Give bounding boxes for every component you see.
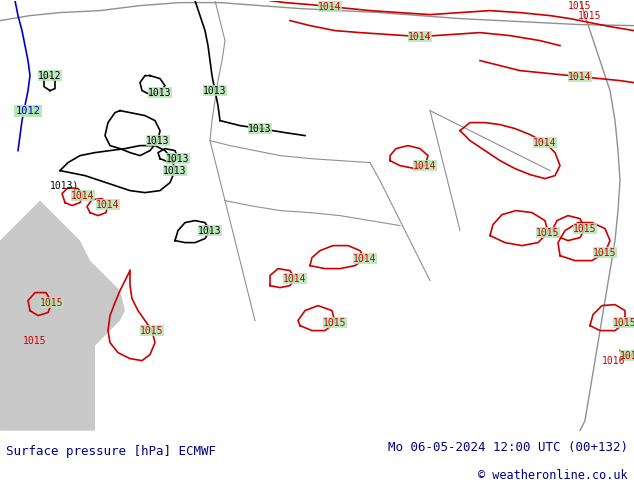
Text: 1015: 1015 [613, 318, 634, 328]
Text: 1014: 1014 [353, 254, 377, 264]
Text: 1015: 1015 [40, 297, 64, 308]
Text: 1014: 1014 [533, 138, 557, 147]
Text: 1014: 1014 [71, 191, 94, 200]
Text: 1014: 1014 [283, 273, 307, 284]
Text: 1014: 1014 [318, 1, 342, 12]
Text: 1013: 1013 [146, 136, 170, 146]
Text: 1016: 1016 [602, 356, 626, 366]
Text: 1015: 1015 [140, 325, 164, 336]
Text: 1014: 1014 [96, 199, 120, 210]
Text: 1015: 1015 [23, 336, 47, 345]
Text: 1013: 1013 [148, 88, 172, 98]
Text: 1013: 1013 [204, 86, 227, 96]
Text: 1016: 1016 [620, 351, 634, 361]
Text: 1015: 1015 [323, 318, 347, 328]
Text: 1013): 1013) [50, 181, 80, 191]
Text: 1015: 1015 [573, 223, 597, 234]
Text: 1015: 1015 [536, 227, 560, 238]
Text: 1014: 1014 [413, 161, 437, 171]
Text: 1012: 1012 [38, 71, 61, 80]
Text: 1013: 1013 [163, 166, 187, 175]
Text: 1014: 1014 [408, 31, 432, 42]
Text: 1015: 1015 [593, 247, 617, 258]
Text: Surface pressure [hPa] ECMWF: Surface pressure [hPa] ECMWF [6, 445, 216, 458]
Text: 1013: 1013 [249, 123, 272, 134]
Text: Mo 06-05-2024 12:00 UTC (00+132): Mo 06-05-2024 12:00 UTC (00+132) [387, 441, 628, 454]
Text: 1013: 1013 [166, 153, 190, 164]
Text: 1014: 1014 [568, 72, 592, 82]
Text: 1012: 1012 [15, 106, 41, 116]
Text: 1013: 1013 [198, 225, 222, 236]
Text: © weatheronline.co.uk: © weatheronline.co.uk [478, 469, 628, 482]
Text: 1015: 1015 [568, 0, 592, 11]
Text: 1012: 1012 [16, 106, 40, 116]
Text: 1015: 1015 [578, 11, 602, 21]
